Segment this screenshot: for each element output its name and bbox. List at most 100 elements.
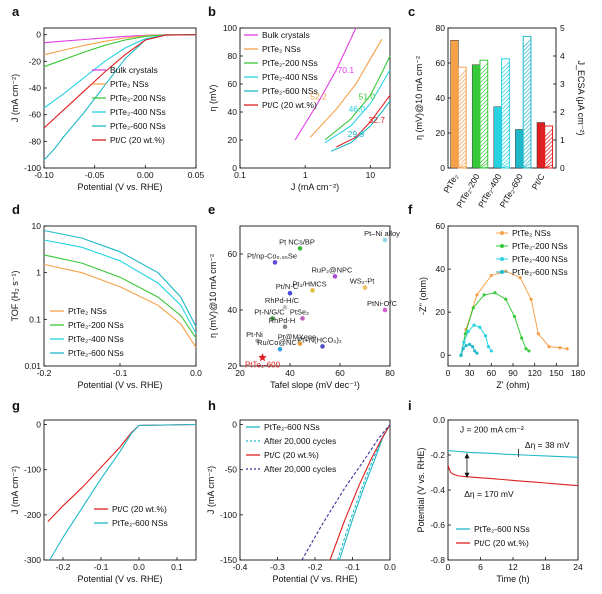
y2-tick-label: 3 bbox=[560, 79, 565, 89]
bar-hatch bbox=[544, 132, 553, 142]
bar-hatch bbox=[501, 81, 510, 90]
y-axis-label: J (mA cm⁻²) bbox=[10, 74, 20, 122]
chart-panel-d: -0.2 -0.1 0.0 0.01 0.1 1 10 Potential (V vs. RH… bbox=[10, 221, 202, 390]
bar-hatch bbox=[522, 155, 532, 164]
plot-frame bbox=[239, 225, 391, 367]
bar-hatch bbox=[501, 113, 510, 122]
bar-hatch bbox=[522, 123, 532, 132]
x-tick-label: 0 bbox=[446, 368, 451, 378]
scatter-label: Pt₃/HMCS bbox=[292, 279, 326, 288]
y-tick-label: 40 bbox=[436, 264, 446, 274]
y-tick-label: 60 bbox=[436, 221, 446, 231]
data-label: 46.0 bbox=[349, 104, 366, 114]
x-tick-label: -0.2 bbox=[37, 368, 52, 378]
y-tick-label: -100 bbox=[220, 510, 237, 520]
panel-label-d: d bbox=[12, 202, 20, 217]
scatter-point bbox=[382, 237, 388, 243]
bar-hatch bbox=[501, 93, 510, 102]
bar-hatch bbox=[479, 106, 488, 116]
series-marker bbox=[518, 276, 522, 280]
x-tick-label: 20 bbox=[235, 368, 245, 378]
scatter-label: PtTe₂-600 bbox=[245, 361, 281, 370]
series-marker bbox=[489, 273, 493, 278]
scatter-point bbox=[282, 324, 288, 330]
bar-hatch bbox=[479, 138, 488, 148]
legend-label: PtTe₂-600 NSs bbox=[512, 267, 568, 277]
series-line bbox=[49, 423, 197, 561]
y-axis-label: TOF (H₂ s⁻¹) bbox=[10, 270, 20, 321]
series-marker bbox=[527, 349, 531, 353]
bar-hatch bbox=[544, 160, 553, 169]
legend-label: After 20,000 cycles bbox=[264, 464, 336, 474]
scatter-label: WS₂-Pt bbox=[350, 277, 375, 286]
y-tick-label: -20 bbox=[29, 56, 42, 66]
series-marker bbox=[512, 314, 517, 319]
bar-hatch bbox=[479, 90, 488, 100]
bar-hatch bbox=[479, 126, 488, 136]
y-tick-label: 0.01 bbox=[24, 361, 41, 371]
y2-tick-label: 1 bbox=[560, 135, 565, 145]
bar-hatch bbox=[479, 146, 488, 156]
legend-label: PtTe₂-600 NSs bbox=[474, 524, 530, 534]
bar-hatch bbox=[479, 162, 488, 169]
y-tick-label: 80 bbox=[228, 51, 238, 61]
series-marker bbox=[489, 349, 493, 353]
bar-hatch bbox=[522, 95, 532, 104]
bar-hatch bbox=[544, 144, 553, 154]
x-tick-label: 80 bbox=[385, 368, 395, 378]
bar-hatch bbox=[501, 105, 510, 114]
series-marker bbox=[524, 347, 528, 351]
bar-hatch bbox=[479, 118, 488, 128]
series-marker bbox=[459, 353, 463, 357]
series-line bbox=[460, 292, 530, 356]
legend-label: PtTe₂-400 NSs bbox=[110, 107, 166, 117]
x-tick-label: -0.1 bbox=[113, 368, 128, 378]
bar-hatch bbox=[522, 59, 532, 68]
bar-hatch bbox=[522, 67, 532, 76]
y-tick-label: 0 bbox=[232, 420, 237, 430]
y-tick-label: 40 bbox=[228, 305, 238, 315]
y-axis-label: η (mV)@10 mA cm⁻² bbox=[208, 254, 218, 338]
x-tick-label: -0.1 bbox=[345, 562, 360, 572]
bar-hatch bbox=[458, 165, 467, 169]
data-label: 51.0 bbox=[358, 91, 375, 101]
bar-eta bbox=[450, 40, 459, 169]
scatter-label: RhPd-H/C bbox=[265, 296, 300, 305]
chart-panel-e: 20 40 60 80 20 40 60 Tafel slope (mV dec⁻¹) η (m… bbox=[208, 225, 400, 390]
y-tick-label: -100 bbox=[24, 163, 41, 173]
bar-hatch bbox=[501, 121, 510, 130]
bar-hatch bbox=[544, 128, 553, 138]
y2-tick-label: 4 bbox=[560, 51, 565, 61]
series-marker bbox=[536, 332, 540, 336]
y2-tick-label: 2 bbox=[560, 107, 565, 117]
panel-label-a: a bbox=[12, 4, 20, 19]
x-tick-label: 0.05 bbox=[188, 170, 205, 180]
bar-hatch bbox=[522, 91, 532, 100]
bar-hatch bbox=[458, 93, 467, 103]
series-marker bbox=[558, 346, 562, 350]
x-tick-label: 150 bbox=[549, 368, 563, 378]
y-tick-label: 0.1 bbox=[29, 314, 41, 324]
legend-label: PtTe₂-400 NSs bbox=[512, 254, 568, 264]
bar-hatch bbox=[479, 134, 488, 144]
series-line bbox=[324, 55, 391, 141]
bar-hatch bbox=[522, 63, 532, 72]
bar-hatch bbox=[479, 78, 488, 88]
series-marker bbox=[483, 334, 488, 338]
data-label: 29.9 bbox=[348, 129, 365, 139]
series-marker bbox=[470, 345, 475, 349]
chart-panel-h: -0.4 -0.3 -0.2 -0.1 0.0 0 -50 -100 -150 Potential… bbox=[206, 420, 396, 584]
legend-label: PtTe₂-600 NSs bbox=[112, 518, 168, 528]
series-line bbox=[336, 424, 391, 561]
legend-label: PtTe₂ NSs bbox=[262, 44, 301, 54]
bar-hatch bbox=[458, 89, 467, 99]
scatter-point bbox=[258, 353, 267, 362]
bar-hatch bbox=[458, 145, 467, 155]
bar-hatch bbox=[501, 61, 510, 70]
series-marker bbox=[462, 340, 466, 344]
bar-eta bbox=[536, 122, 546, 169]
data-label: 70.1 bbox=[338, 65, 355, 75]
x-tick-label: 0.0 bbox=[190, 368, 202, 378]
series-marker bbox=[466, 329, 470, 334]
